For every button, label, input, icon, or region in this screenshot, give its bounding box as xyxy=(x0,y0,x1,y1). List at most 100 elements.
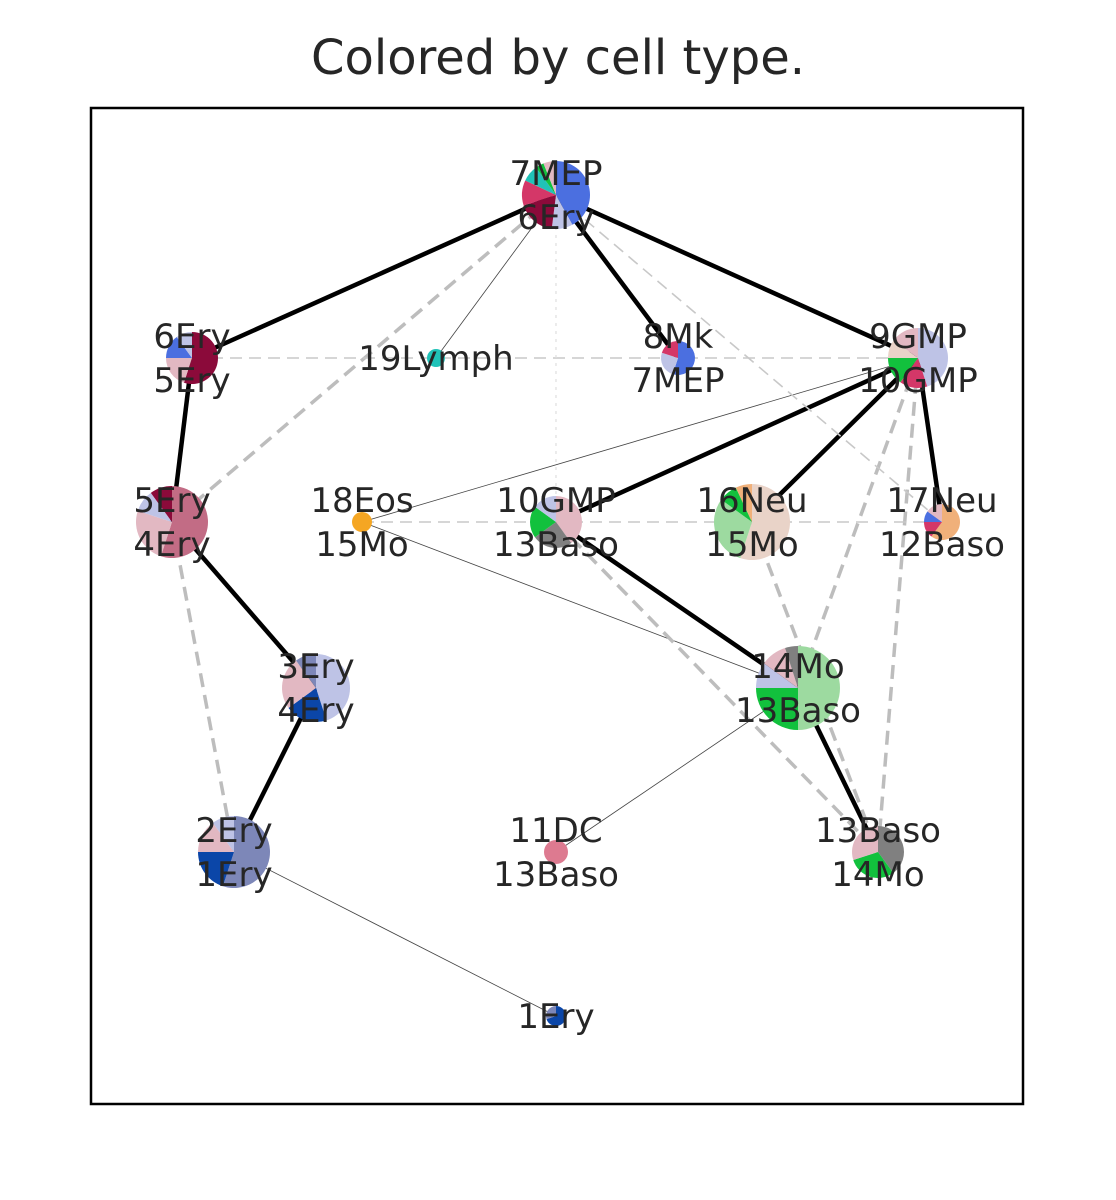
pie-slice xyxy=(352,512,372,532)
pie-slice xyxy=(551,195,573,229)
pie-slice xyxy=(288,688,327,722)
pie-slice xyxy=(136,510,172,557)
pie-slice xyxy=(798,646,840,730)
pie-slice xyxy=(296,654,316,688)
node-label-top: 1Ery xyxy=(517,997,594,1037)
node-label-top: 18Eos xyxy=(310,481,413,521)
pie-slice xyxy=(852,826,878,861)
pie-slice xyxy=(661,352,678,375)
pie-slice xyxy=(150,486,172,522)
node-label-bottom: 7MEP xyxy=(632,361,725,401)
pie-slice xyxy=(522,180,556,206)
edge-n7mep-n6ery xyxy=(191,192,557,361)
pie-slice xyxy=(316,654,351,721)
pie-slice xyxy=(888,340,918,358)
node-label-bottom: 4Ery xyxy=(133,525,210,565)
pie-slice xyxy=(222,816,270,888)
pie-slice xyxy=(756,688,798,730)
node-n6ery xyxy=(166,332,218,384)
node-label-top: 9GMP xyxy=(869,317,967,357)
pie-slice xyxy=(534,522,572,548)
node-label-bottom: 6Ery xyxy=(517,198,594,238)
pie-slice xyxy=(282,660,316,708)
pie-slice xyxy=(198,852,234,887)
pie-slice xyxy=(160,486,208,558)
pie-slice xyxy=(714,499,752,559)
node-label-top: 8Mk xyxy=(643,317,714,357)
node-label-bottom: 5Ery xyxy=(153,361,230,401)
node-n2ery xyxy=(197,816,270,888)
node-n5ery xyxy=(136,486,208,558)
pie-slice xyxy=(672,341,696,375)
label-layer: 6Ery7MEP5Ery6Ery19Lymph7MEP8Mk10GMP9GMP4… xyxy=(133,154,1005,1037)
pie-slice xyxy=(735,484,752,522)
edge-n14mo-n11dc xyxy=(555,687,799,853)
node-n18 xyxy=(352,512,372,532)
pie-slice xyxy=(927,504,942,522)
edge-n5ery-n2ery xyxy=(170,521,236,853)
node-layer xyxy=(136,161,960,1026)
node-label-bottom: 12Baso xyxy=(879,525,1005,565)
pie-slice xyxy=(924,511,942,522)
pie-slice xyxy=(888,358,918,383)
node-label-bottom: 10GMP xyxy=(858,361,977,401)
node-label-top: 7MEP xyxy=(510,154,603,194)
pie-slice xyxy=(534,496,556,522)
edge-n7mep-n17 xyxy=(555,194,943,523)
pie-slice xyxy=(166,336,192,358)
pie-slice xyxy=(900,358,928,389)
pie-slice xyxy=(543,161,556,195)
pie-slice xyxy=(764,648,798,688)
node-label-bottom: 1Ery xyxy=(195,855,272,895)
pie-slice xyxy=(785,646,798,688)
node-label-top: 10GMP xyxy=(496,481,615,521)
edge-n5ery-n3ery xyxy=(170,520,318,690)
pie-slice xyxy=(931,504,960,540)
node-label-bottom: 4Ery xyxy=(277,691,354,731)
node-label-top: 16Neu xyxy=(696,481,807,521)
pie-slice xyxy=(740,484,790,560)
pie-slice xyxy=(878,826,904,874)
edge-n2ery-n1ery xyxy=(233,851,557,1017)
node-n11dc xyxy=(544,840,568,864)
pie-slice xyxy=(525,167,556,195)
edge-n9gmp-n13baso xyxy=(876,357,920,853)
node-label-bottom: 13Baso xyxy=(735,691,861,731)
node-n9gmp xyxy=(888,328,949,389)
pie-slice xyxy=(212,816,234,852)
pie-slice xyxy=(893,328,918,358)
pie-slice xyxy=(427,349,445,367)
node-label-top: 5Ery xyxy=(133,481,210,521)
pie-slice xyxy=(544,840,568,864)
edge-n10gmp-n14mo xyxy=(554,520,800,690)
pie-slice xyxy=(556,161,590,225)
pie-slice xyxy=(166,358,192,383)
node-label-top: 19Lymph xyxy=(358,339,513,379)
edge-n7mep-n9gmp xyxy=(555,192,919,361)
node-n14mo xyxy=(756,646,840,730)
pie-slice xyxy=(918,328,949,387)
pie-slice xyxy=(536,163,556,195)
node-n7mep xyxy=(522,161,590,229)
node-label-bottom: 13Baso xyxy=(493,855,619,895)
node-label-bottom: 14Mo xyxy=(831,855,924,895)
node-label-top: 13Baso xyxy=(815,811,941,851)
node-label-top: 11DC xyxy=(509,811,602,851)
node-n3ery xyxy=(282,654,351,722)
edge-n18-n14mo xyxy=(361,521,799,689)
pie-slice xyxy=(546,1006,556,1020)
pie-slice xyxy=(853,852,894,878)
edge-n9gmp-n10gmp xyxy=(555,355,919,525)
node-n1ery xyxy=(546,1006,566,1026)
node-label-top: 17Neu xyxy=(886,481,997,521)
edge-n9gmp-n18 xyxy=(361,357,919,523)
node-label-bottom: 15Mo xyxy=(315,525,408,565)
plot-frame xyxy=(89,106,1025,1106)
node-n13baso xyxy=(852,826,904,878)
pie-slice xyxy=(137,492,172,522)
edge-n10gmp-n13baso xyxy=(554,520,880,854)
pie-slice xyxy=(721,487,752,522)
pie-slice xyxy=(661,341,678,358)
pie-slice xyxy=(556,496,582,544)
pie-slice xyxy=(176,332,192,358)
